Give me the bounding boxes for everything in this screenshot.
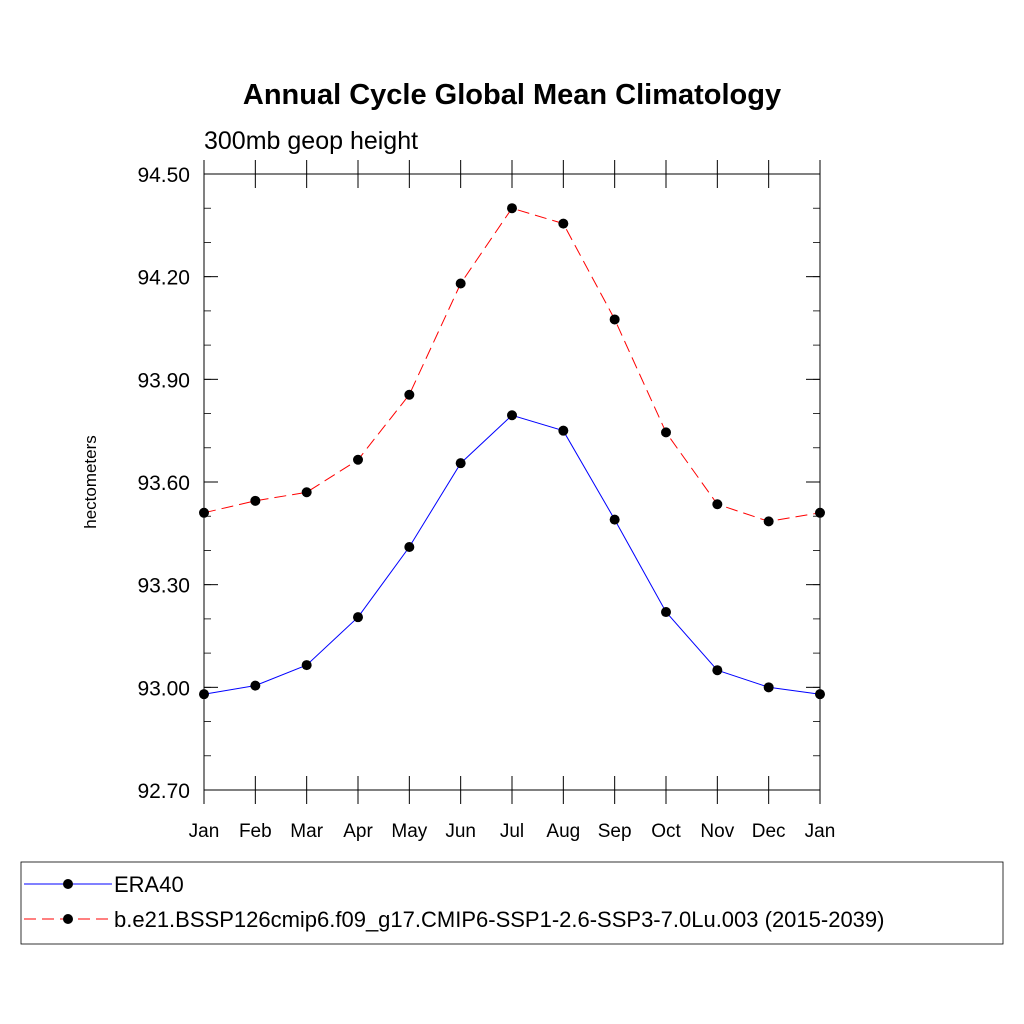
x-tick-label: May <box>391 821 427 842</box>
series-0-point <box>250 680 261 691</box>
x-tick-label: Jan <box>189 821 220 842</box>
x-tick-label: Apr <box>343 821 373 842</box>
series-1-point <box>558 218 569 229</box>
y-tick-label: 93.90 <box>137 369 190 392</box>
x-tick-label: Sep <box>598 821 632 842</box>
series-0-point <box>301 660 312 671</box>
series-0-point <box>558 425 569 436</box>
series-1-point <box>507 203 517 214</box>
series-0-point <box>712 665 723 676</box>
series-1-point <box>353 454 363 465</box>
x-tick-label: Jun <box>445 821 476 842</box>
series-1-point <box>301 487 312 498</box>
chart-subtitle: 300mb geop height <box>204 127 418 155</box>
axis-ticks <box>203 160 821 804</box>
legend-swatch-marker <box>63 879 73 889</box>
y-tick-label: 94.20 <box>137 267 190 290</box>
series-line-0 <box>203 414 821 695</box>
y-tick-label: 92.70 <box>137 780 190 803</box>
series-1-point <box>661 427 671 438</box>
series-0-point <box>661 607 671 618</box>
series-1-point <box>763 516 774 527</box>
series-0-point <box>455 458 466 469</box>
series-1-point <box>455 278 466 289</box>
x-tick-label: Jan <box>805 821 836 842</box>
series-0-point <box>507 410 517 421</box>
chart-title: Annual Cycle Global Mean Climatology <box>243 79 781 111</box>
series-0-point <box>609 514 620 525</box>
x-tick-label: Feb <box>239 821 272 842</box>
y-tick-label: 94.50 <box>137 164 190 187</box>
x-tick-label: Oct <box>651 821 681 842</box>
x-tick-labels: Jan Feb Mar Apr May Jun Jul Aug Sep Oct Nov Dec Jan <box>189 821 836 842</box>
series-1-point <box>250 495 261 506</box>
series-1-point <box>404 389 415 400</box>
y-tick-label: 93.60 <box>137 472 190 495</box>
y-tick-labels: 92.70 93.00 93.30 93.60 93.90 94.20 94.50 <box>137 164 190 803</box>
series-0-point <box>353 612 363 623</box>
series-line-1 <box>203 207 821 522</box>
plot-frame <box>203 173 821 791</box>
y-axis-label: hectometers <box>81 435 100 529</box>
legend-label: ERA40 <box>114 872 184 897</box>
x-tick-label: Aug <box>546 821 580 842</box>
series-1-point <box>712 499 723 510</box>
x-tick-label: Mar <box>290 821 323 842</box>
series-layer <box>199 203 825 700</box>
series-1-point <box>609 314 620 325</box>
y-tick-label: 93.00 <box>137 677 190 700</box>
x-tick-label: Nov <box>700 821 734 842</box>
legend-swatch-marker <box>63 914 73 924</box>
legend-box <box>20 861 1004 945</box>
legend: ERA40 b.e21.BSSP126cmip6.f09_g17.CMIP6-SS… <box>20 861 1004 945</box>
y-tick-label: 93.30 <box>137 575 190 598</box>
x-tick-label: Jul <box>500 821 524 842</box>
series-0-point <box>763 682 774 693</box>
legend-label: b.e21.BSSP126cmip6.f09_g17.CMIP6-SSP1-2.… <box>114 907 884 932</box>
series-0-point <box>404 542 415 553</box>
x-tick-label: Dec <box>752 821 786 842</box>
